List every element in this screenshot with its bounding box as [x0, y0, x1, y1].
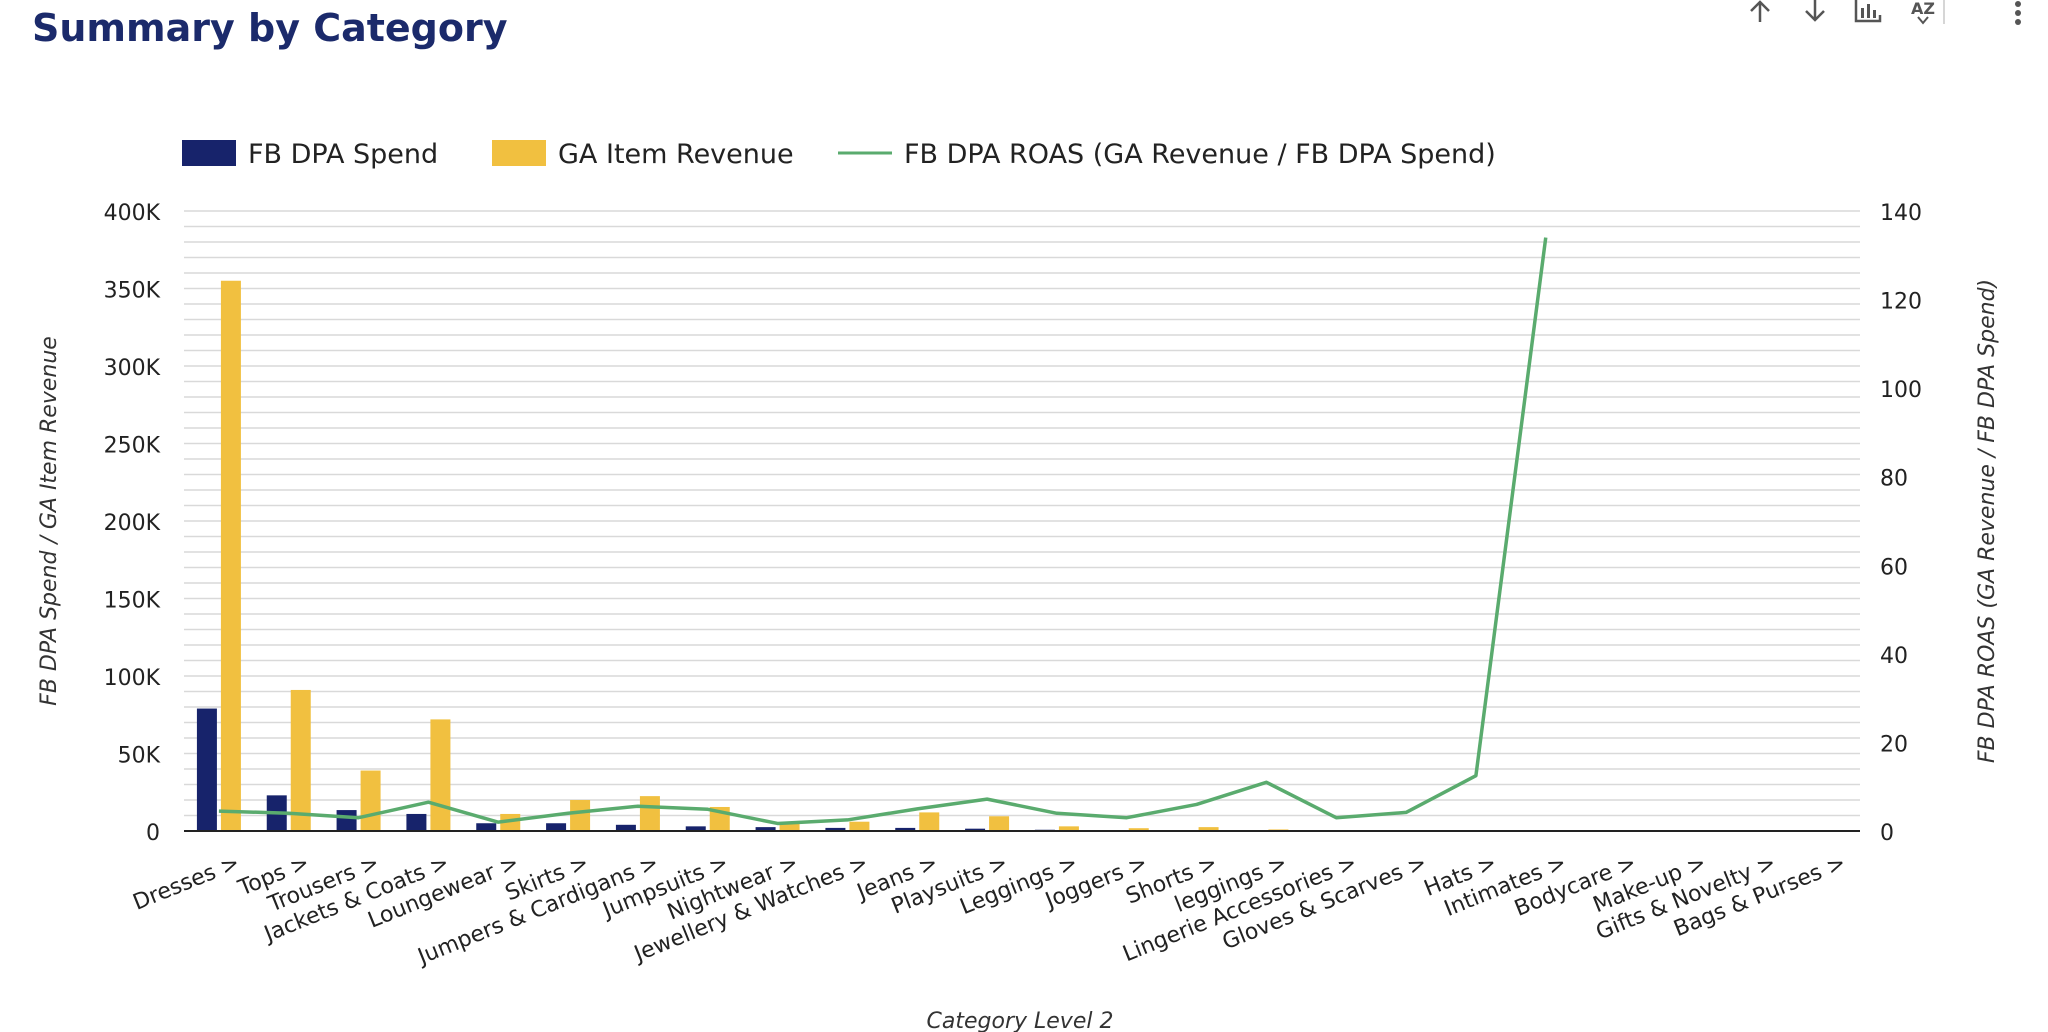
y-axis-right-title: FB DPA ROAS (GA Revenue / FB DPA Spend)	[1975, 279, 2000, 763]
y-tick-label: 50K	[118, 744, 161, 769]
y2-tick-label: 120	[1880, 290, 1922, 315]
x-axis-title: Category Level 2	[927, 1009, 1114, 1032]
toolbar-divider	[1943, 0, 1945, 24]
y2-tick-label: 140	[1880, 201, 1922, 226]
bar-spend[interactable]	[895, 827, 916, 831]
legend-swatch-revenue	[492, 140, 546, 166]
bar-revenue[interactable]	[290, 689, 311, 831]
arrow-down-icon	[1805, 0, 1825, 22]
sort-az-button[interactable]: AZ	[1903, 0, 1943, 30]
drill-chart-button[interactable]	[1848, 0, 1888, 30]
bar-spend[interactable]	[965, 828, 986, 831]
bar-spend[interactable]	[476, 823, 497, 831]
bar-revenue[interactable]	[989, 816, 1010, 831]
bar-spend[interactable]	[336, 810, 357, 831]
roas-line-layer	[218, 237, 1548, 826]
legend-label-revenue: GA Item Revenue	[558, 139, 794, 170]
y-tick-label: 150K	[104, 589, 161, 614]
y2-tick-label: 20	[1880, 732, 1908, 757]
bar-revenue[interactable]	[570, 800, 591, 831]
sort-ascending-button[interactable]	[1740, 0, 1780, 30]
more-vert-icon	[2015, 1, 2021, 25]
legend-label-spend: FB DPA Spend	[248, 139, 438, 170]
sort-az-label: AZ	[1911, 0, 1935, 18]
y-tick-label: 200K	[104, 511, 161, 536]
y-tick-label: 100K	[104, 666, 161, 691]
y-axis-left-title: FB DPA Spend / GA Item Revenue	[37, 336, 62, 706]
page-title: Summary by Category	[32, 6, 508, 50]
x-axis-ticks: Dresses >Tops >Trousers >Jackets & Coats…	[130, 850, 1850, 970]
sort-descending-button[interactable]	[1795, 0, 1835, 30]
bar-revenue[interactable]	[1058, 826, 1079, 831]
chart-drill-icon	[1854, 0, 1882, 23]
bar-revenue[interactable]	[779, 823, 800, 831]
bar-spend[interactable]	[546, 823, 567, 831]
chart-bars	[196, 280, 1289, 831]
y2-tick-label: 60	[1880, 555, 1908, 580]
bar-spend[interactable]	[196, 708, 217, 831]
y-tick-label: 300K	[104, 356, 161, 381]
legend-item-spend[interactable]: FB DPA Spend	[182, 139, 438, 170]
y2-tick-label: 0	[1880, 821, 1894, 846]
bar-spend[interactable]	[406, 813, 427, 831]
legend-item-roas[interactable]: FB DPA ROAS (GA Revenue / FB DPA Spend)	[838, 139, 1496, 170]
y-axis-right-ticks: 0 20 40 60 80 100 120 140	[1880, 201, 1922, 846]
bar-spend[interactable]	[755, 827, 776, 831]
sort-az-icon: AZ	[1911, 0, 1935, 25]
y-tick-label: 0	[146, 821, 160, 846]
x-tick-label: Dresses >	[130, 850, 244, 915]
y-tick-label: 400K	[104, 201, 161, 226]
bar-revenue[interactable]	[849, 821, 870, 831]
bar-revenue[interactable]	[919, 812, 940, 831]
bar-revenue[interactable]	[430, 719, 451, 831]
legend: FB DPA Spend GA Item Revenue FB DPA ROAS…	[182, 139, 1496, 170]
more-options-button[interactable]	[1998, 0, 2038, 30]
legend-swatch-spend	[182, 140, 236, 166]
y-tick-label: 350K	[104, 279, 161, 304]
y2-tick-label: 80	[1880, 467, 1908, 492]
legend-label-roas: FB DPA ROAS (GA Revenue / FB DPA Spend)	[904, 139, 1496, 170]
legend-item-revenue[interactable]: GA Item Revenue	[492, 139, 794, 170]
bar-revenue[interactable]	[1128, 828, 1149, 831]
y2-tick-label: 40	[1880, 644, 1908, 669]
y-tick-label: 250K	[104, 434, 161, 459]
bar-revenue[interactable]	[360, 770, 381, 831]
y2-tick-label: 100	[1880, 378, 1922, 403]
bar-revenue[interactable]	[1198, 827, 1219, 831]
bar-spend[interactable]	[825, 827, 846, 831]
bar-revenue[interactable]	[500, 813, 521, 831]
chart-toolbar: AZ	[1718, 0, 2048, 30]
bar-revenue[interactable]	[639, 796, 660, 831]
bar-spend[interactable]	[685, 826, 706, 831]
arrow-up-icon	[1750, 0, 1770, 22]
bar-spend[interactable]	[615, 824, 636, 831]
y-axis-left-ticks: 0 50K 100K 150K 200K 250K 300K 350K 400K	[104, 201, 161, 846]
bar-revenue[interactable]	[220, 280, 241, 831]
roas-line[interactable]	[218, 237, 1548, 826]
